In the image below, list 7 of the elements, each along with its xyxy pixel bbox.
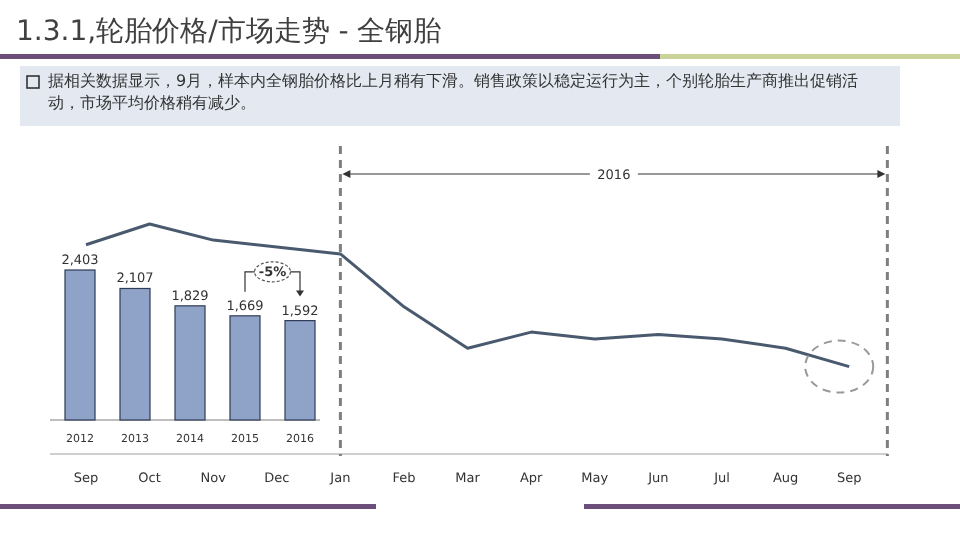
bar (119, 287, 151, 421)
bar (174, 305, 206, 421)
bar (64, 269, 96, 421)
bar (229, 315, 261, 421)
chart-subtitle: 据相关数据显示，9月，样本内全钢胎价格比上月稍有下滑。销售政策以稳定运行为主，个别轮胎生产商推出促销活动，市场平均价格稍有减少。 (48, 70, 861, 114)
chart-title: 1.3.1,轮胎价格/市场走势 - 全钢胎 (16, 16, 442, 48)
bar (284, 320, 316, 421)
